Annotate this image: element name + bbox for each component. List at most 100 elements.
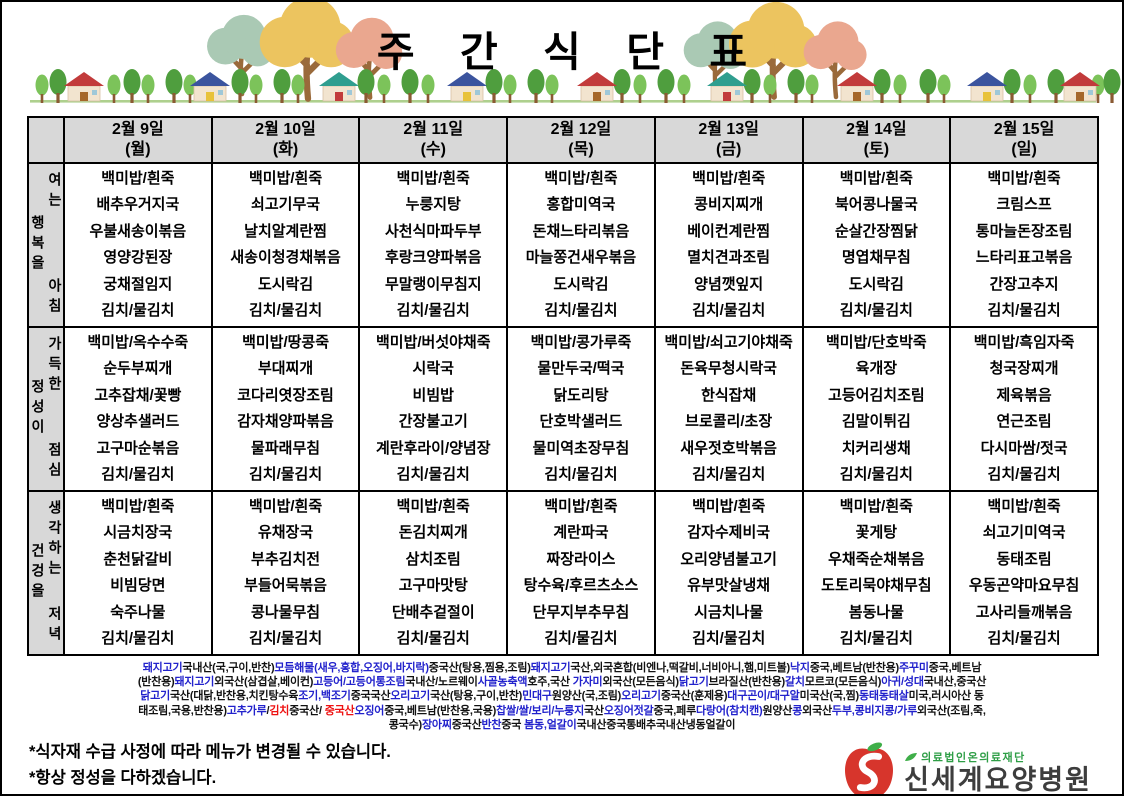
- menu-item: 순두부찌개: [103, 360, 173, 377]
- meal-label: 건겅을 생각하는 저녁: [27, 490, 65, 656]
- origin-segment: 외국산(모든음식): [602, 676, 679, 689]
- menu-item: 치커리생채: [841, 439, 911, 457]
- menu-item: 크림스프: [996, 196, 1052, 213]
- day-of-week: (금): [715, 141, 742, 158]
- menu-item: 청국장찌개: [989, 360, 1059, 377]
- menu-item: 백미밥/흰죽: [544, 497, 618, 515]
- menu-item: 단배추겉절이: [391, 603, 475, 621]
- menu-cell: 백미밥/흰죽 쇠고기미역국 동태조림 우동곤약마요무침 고사리들깨볶음 김치/물김치: [949, 490, 1099, 656]
- origin-segment: 중국산/: [289, 704, 325, 717]
- origin-segment: 김치: [269, 704, 290, 717]
- menu-item: 백미밥/흰죽: [396, 497, 470, 515]
- menu-item: 간장불고기: [398, 413, 468, 430]
- menu-item: 도시락김: [257, 275, 314, 293]
- origin-segment: /: [266, 704, 270, 717]
- menu-item: 감자수제비국: [687, 524, 771, 541]
- tree-icon: [141, 74, 155, 103]
- menu-item: 김치/물김치: [248, 466, 323, 483]
- origin-segment: 조기,백조기: [298, 690, 351, 703]
- menu-item: 비빔밥: [412, 386, 454, 404]
- menu-item: 백미밥/흰죽: [987, 497, 1061, 515]
- menu-cell: 백미밥/흰죽 유채장국 부추김치전 부들어묵볶음 콩나물무침 김치/물김치: [210, 490, 361, 656]
- header-decoration-svg: [30, 2, 1121, 103]
- origin-info-block: 돼지고기국내산(국,구이,반찬)모듬해물(새우,홍합,오징어,바지락)중국산(탕…: [28, 661, 1096, 732]
- meal-label: 행복을 여는 아침: [27, 162, 65, 328]
- menu-cell: 백미밥/흰죽 시금치장국 춘천닭갈비 비빔당면 숙주나물 김치/물김치: [63, 490, 213, 656]
- origin-segment: 돼지고기: [174, 676, 215, 689]
- menu-cell: 백미밥/흰죽 꽃게탕 우채죽순채볶음 도토리묵야채무침 봄동나물 김치/물김치: [801, 490, 952, 656]
- menu-cell: 백미밥/흰죽 북어콩나물국 순살간장찜닭 명엽채무침 도시락김 김치/물김치: [801, 162, 952, 328]
- origin-segment: 외국산(삼겹살,베이컨): [214, 676, 314, 689]
- origin-segment: 국산: [584, 704, 604, 717]
- logo-org-name: 의료법인온의료재단: [921, 752, 1026, 765]
- menu-item: 김치/물김치: [987, 630, 1061, 647]
- menu-item: 백미밥/버섯야채죽: [375, 333, 491, 351]
- menu-cell: 백미밥/땅콩죽 부대찌개 코다리엿장조림 감자채양파볶음 물파래무침 김치/물김치: [210, 326, 361, 492]
- origin-segment: 호주,국산: [527, 676, 573, 689]
- tree-icon: [545, 74, 559, 103]
- origin-segment: 대구곤이/대구알: [727, 690, 800, 703]
- menu-item: 고구마맛탕: [398, 577, 468, 594]
- origin-segment: 고추가루: [226, 704, 267, 717]
- menu-item: 영양강된장: [103, 249, 173, 266]
- menu-item: 김치/물김치: [101, 466, 175, 483]
- days-row: 2월 9일 (월) 2월 10일 (화) 2월 11일 (수) 2월 12일 (목) 2월 13…: [27, 116, 1099, 164]
- menu-item: 시금치나물: [694, 603, 764, 621]
- ground-line: [30, 100, 1096, 103]
- menu-item: 백미밥/흰죽: [101, 169, 175, 187]
- origin-segment: 콩: [792, 704, 803, 717]
- hospital-logo-apple-icon: [845, 742, 894, 794]
- menu-item: 부대찌개: [257, 360, 314, 377]
- menu-item: 한식잡채: [701, 386, 757, 404]
- menu-item: 비빔당면: [110, 577, 166, 594]
- menu-item: 김치/물김치: [544, 630, 618, 647]
- tree-icon: [107, 74, 121, 103]
- menu-item: 탕수육/후르츠소스: [523, 577, 639, 594]
- menu-item: 김치/물김치: [692, 302, 766, 319]
- origin-segment: 동태동태살: [858, 690, 909, 703]
- origin-segment: 주꾸미: [899, 662, 929, 674]
- meal-label-text: 점심: [47, 442, 63, 482]
- origin-segment: 낙지: [790, 662, 810, 674]
- menu-item: 간장고추지: [989, 275, 1059, 293]
- origin-segment: 봄동,얼갈이: [524, 718, 577, 731]
- origin-segment: 두부,콩비지콩/가루: [831, 704, 917, 717]
- menu-item: 백미밥/옥수수죽: [87, 333, 189, 351]
- meal-row: 행복을 여는 아침 백미밥/흰죽 배추우거지국 우불새송이볶음 영양강된장 궁채절임지 김치/물…: [27, 162, 1099, 328]
- origin-segment: 국내산(국,구이,반찬): [182, 662, 275, 674]
- day-header-cell: 2월 9일 (월): [63, 116, 213, 164]
- menu-cell: 백미밥/흰죽 배추우거지국 우불새송이볶음 영양강된장 궁채절임지 김치/물김치: [63, 162, 213, 328]
- logo-org-line: 의료법인온의료재단: [904, 749, 1092, 765]
- menu-item: 제육볶음: [996, 386, 1052, 404]
- day-of-week: (토): [863, 141, 890, 158]
- footer: *식자재 수급 사정에 따라 메뉴가 변경될 수 있습니다. *항상 정성을 다…: [2, 732, 1122, 794]
- menu-item: 백미밥/흰죽: [839, 497, 913, 515]
- meal-label-text: 저녁: [47, 606, 63, 646]
- menu-item: 김치/물김치: [248, 630, 323, 647]
- menu-item: 콩나물무침: [251, 603, 321, 621]
- menu-item: 느타리표고볶음: [975, 249, 1073, 266]
- day-date: 2월 15일: [993, 121, 1055, 138]
- menu-item: 김치/물김치: [692, 466, 766, 483]
- origin-segment: 가자미: [572, 676, 603, 689]
- day-of-week: (목): [568, 141, 594, 158]
- meal-label-text: 행복을: [30, 215, 46, 275]
- header-illustration: 주 간 식 단 표: [2, 2, 1122, 114]
- origin-segment: 중국,베트남(반찬용,국용): [384, 704, 497, 717]
- origin-line: 돼지고기국내산(국,구이,반찬)모듬해물(새우,홍합,오징어,바지락)중국산(탕…: [28, 661, 1096, 675]
- menu-item: 춘천닭갈비: [103, 550, 173, 568]
- day-header-cell: 2월 10일 (화): [210, 116, 361, 164]
- origin-segment: 국산(탕용,구이,반찬): [430, 690, 523, 703]
- menu-item: 쇠고기미역국: [982, 524, 1066, 541]
- menu-item: 돈육무청시락국: [680, 360, 777, 377]
- origin-segment: 돼지고기: [530, 662, 571, 674]
- origin-segment: 중국산: [324, 704, 355, 717]
- menu-item: 김치/물김치: [101, 630, 175, 647]
- menu-item: 김치/물김치: [987, 466, 1061, 483]
- menu-item: 백미밥/흰죽: [101, 497, 175, 515]
- corner-cell: [27, 116, 65, 164]
- menu-item: 꽃게탕: [855, 524, 898, 541]
- menu-item: 백미밥/흰죽: [544, 169, 618, 187]
- menu-item: 백미밥/흑임자죽: [973, 333, 1075, 351]
